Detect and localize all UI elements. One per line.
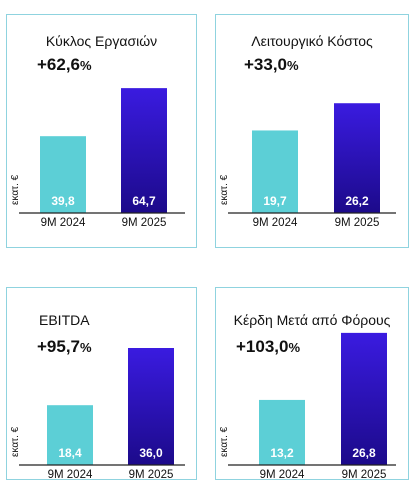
category-label: 9M 2024 <box>260 469 305 481</box>
bar-9m-2025 <box>334 103 380 213</box>
card-title: Λειτουργικό Κόστος <box>251 33 373 49</box>
bar-chart: 19,7 9M 2024 26,2 9M 2025 εκατ. € <box>219 103 396 229</box>
change-value: +33,0 <box>244 55 288 74</box>
bar-value-label: 39,8 <box>51 194 75 208</box>
bar-value-label: 18,4 <box>58 446 82 460</box>
kpi-card-revenue: Κύκλος Εργασιών +62,6% 39,8 9M 2024 64,7 9M… <box>6 14 197 248</box>
bar-chart: 13,2 9M 2024 26,8 9M 2025 εκατ. € <box>219 332 396 481</box>
bar-value-label: 13,2 <box>270 446 294 460</box>
change-value: +95,7 <box>37 337 81 356</box>
category-label: 9M 2024 <box>41 217 86 229</box>
category-label: 9M 2025 <box>335 217 380 229</box>
bar-9m-2025 <box>121 88 167 213</box>
bar-value-label: 26,2 <box>345 194 369 208</box>
change-value: +62,6 <box>37 55 81 74</box>
category-label: 9M 2024 <box>48 469 93 481</box>
change-unit: % <box>288 340 301 355</box>
category-label: 9M 2025 <box>342 469 387 481</box>
card-change: +95,7% <box>37 337 92 357</box>
card-change: +103,0% <box>236 337 300 357</box>
card-title: Κύκλος Εργασιών <box>45 33 158 49</box>
bar-9m-2024 <box>47 405 93 465</box>
change-value: +103,0 <box>236 337 289 356</box>
category-label: 9M 2024 <box>253 217 298 229</box>
bar-9m-2025 <box>341 332 387 465</box>
bar-9m-2024 <box>252 130 298 213</box>
card-title: Κέρδη Μετά από Φόρους <box>233 312 391 328</box>
bar-value-label: 26,8 <box>352 446 376 460</box>
y-axis-label: εκατ. € <box>10 174 21 205</box>
card-change: +62,6% <box>37 55 92 75</box>
change-unit: % <box>80 340 92 355</box>
bar-value-label: 36,0 <box>139 446 163 460</box>
y-axis-label: εκατ. € <box>219 174 230 205</box>
bar-value-label: 19,7 <box>263 194 287 208</box>
category-label: 9M 2025 <box>122 217 167 229</box>
card-title: EBITDA <box>39 312 90 328</box>
change-unit: % <box>287 58 299 73</box>
category-label: 9M 2025 <box>129 469 174 481</box>
bar-9m-2025 <box>128 348 174 465</box>
kpi-card-ebitda: EBITDA +95,7% 18,4 9M 2024 36,0 9M 2025 εκατ… <box>6 287 197 481</box>
bar-9m-2024 <box>259 399 305 465</box>
bar-chart: 18,4 9M 2024 36,0 9M 2025 εκατ. € <box>10 348 185 481</box>
bar-value-label: 64,7 <box>132 194 156 208</box>
change-unit: % <box>80 58 92 73</box>
kpi-card-net-profit: Κέρδη Μετά από Φόρους +103,0% 13,2 9M 202… <box>215 287 409 481</box>
y-axis-label: εκατ. € <box>219 426 230 457</box>
bar-9m-2024 <box>40 136 86 213</box>
kpi-card-operating-cost: Λειτουργικό Κόστος +33,0% 19,7 9M 2024 26,… <box>215 14 409 248</box>
bar-chart: 39,8 9M 2024 64,7 9M 2025 εκατ. € <box>10 88 185 229</box>
y-axis-label: εκατ. € <box>10 426 21 457</box>
card-change: +33,0% <box>244 55 299 75</box>
